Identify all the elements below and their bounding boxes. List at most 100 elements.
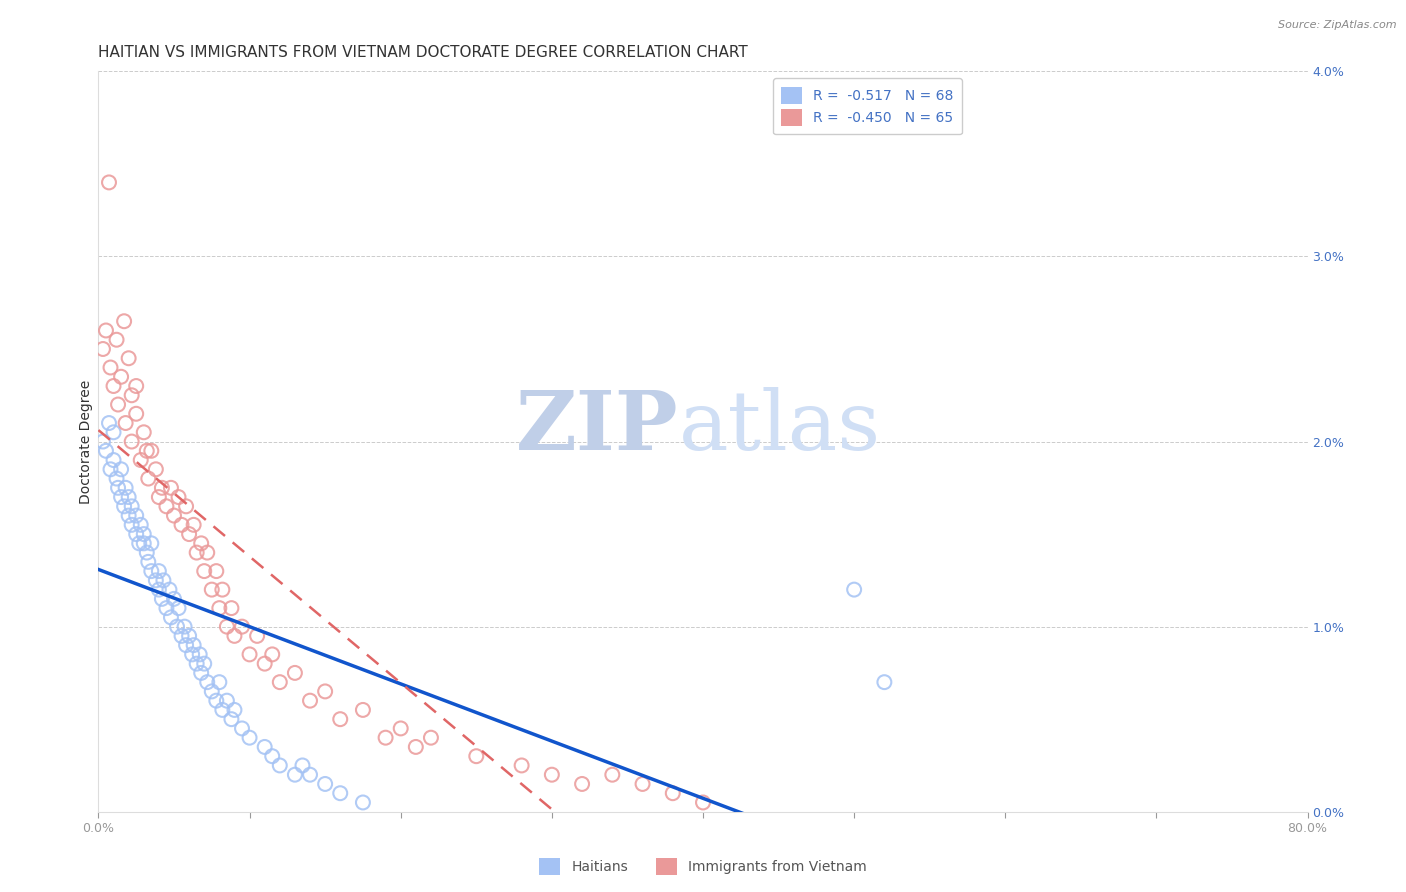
Legend: R =  -0.517   N = 68, R =  -0.450   N = 65: R = -0.517 N = 68, R = -0.450 N = 65 [773,78,962,135]
Point [107,481,129,495]
Point [135,545,157,560]
Point [141,536,163,550]
Point [112,314,135,328]
Point [231,722,253,736]
Point [329,786,352,800]
Point [221,601,243,615]
Point [94,443,117,458]
Point [211,703,233,717]
Legend: Haitians, Immigrants from Vietnam: Haitians, Immigrants from Vietnam [534,853,872,880]
Point [167,490,190,504]
Point [148,490,170,504]
Point [374,731,396,745]
Point [121,500,143,514]
Point [155,500,177,514]
Point [183,638,205,652]
Point [166,619,188,633]
Point [253,657,276,671]
Point [145,574,167,588]
Point [173,619,195,633]
Point [112,500,135,514]
Point [125,379,148,393]
Point [314,684,336,698]
Point [692,796,714,810]
Point [125,508,148,523]
Point [94,324,117,338]
Point [299,767,322,781]
Point [211,582,233,597]
Point [98,416,121,430]
Point [136,472,159,486]
Point [110,462,132,476]
Point [98,175,121,190]
Point [262,749,284,764]
Point [208,675,231,690]
Point [510,758,533,772]
Text: HAITIAN VS IMMIGRANTS FROM VIETNAM DOCTORATE DEGREE CORRELATION CHART: HAITIAN VS IMMIGRANTS FROM VIETNAM DOCTO… [98,45,748,61]
Point [262,648,284,662]
Point [103,453,125,467]
Point [405,739,427,754]
Point [160,481,183,495]
Point [148,582,170,597]
Point [167,601,190,615]
Point [844,582,866,597]
Point [100,462,122,476]
Point [195,675,218,690]
Point [420,731,443,745]
Point [193,564,215,578]
Point [181,648,204,662]
Point [208,601,231,615]
Point [174,500,197,514]
Point [103,425,125,440]
Point [239,731,262,745]
Point [121,434,143,449]
Point [91,342,114,356]
Point [129,453,152,467]
Point [186,545,208,560]
Point [141,564,163,578]
Point [291,758,314,772]
Point [118,490,141,504]
Point [118,508,141,523]
Point [195,545,218,560]
Point [224,629,246,643]
Point [155,601,177,615]
Point [314,777,336,791]
Point [571,777,593,791]
Point [121,388,143,402]
Point [107,398,129,412]
Point [231,619,253,633]
Point [148,564,170,578]
Point [215,619,238,633]
Point [125,527,148,541]
Point [602,767,624,781]
Point [132,536,155,550]
Point [105,333,128,347]
Point [114,416,136,430]
Point [103,379,125,393]
Text: ZIP: ZIP [516,387,679,467]
Point [160,610,183,624]
Point [135,443,157,458]
Point [540,767,562,781]
Point [170,517,193,532]
Text: atlas: atlas [679,387,882,467]
Point [132,527,155,541]
Point [159,582,181,597]
Point [163,508,186,523]
Point [253,739,276,754]
Point [224,703,246,717]
Point [205,564,228,578]
Point [465,749,488,764]
Point [110,369,132,384]
Point [239,648,262,662]
Text: Source: ZipAtlas.com: Source: ZipAtlas.com [1278,20,1396,29]
Point [190,536,212,550]
Point [201,684,224,698]
Point [129,517,152,532]
Point [190,665,212,680]
Point [170,629,193,643]
Point [100,360,122,375]
Point [174,638,197,652]
